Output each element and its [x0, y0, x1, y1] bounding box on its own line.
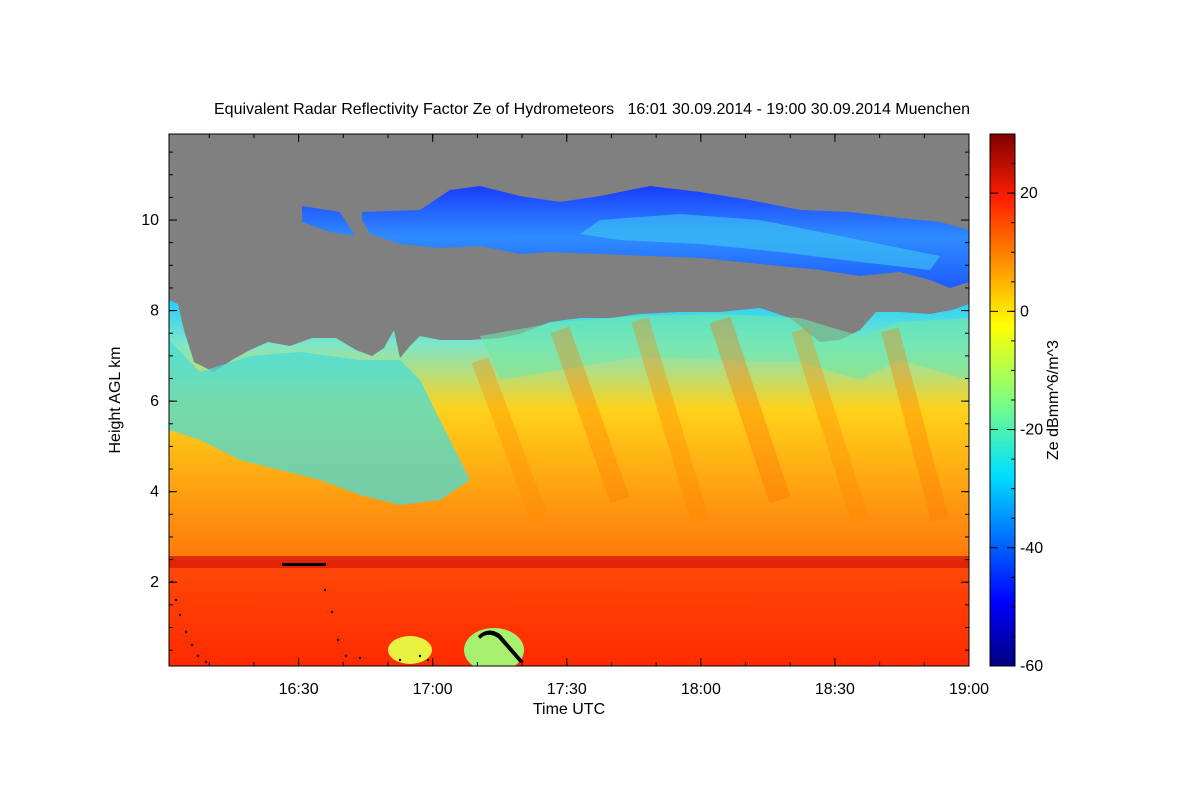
y-tick-label: 10: [141, 212, 159, 229]
colorbar-tick-label: 20: [1020, 185, 1038, 202]
melting-layer-band: [169, 556, 969, 568]
low-level-echo: [169, 560, 969, 666]
x-tick-label: 18:30: [815, 681, 855, 698]
colorbar-tick-label: -40: [1020, 540, 1043, 557]
colorbar-tick-label: -20: [1020, 422, 1043, 439]
cirrus-core: [580, 214, 940, 270]
x-tick-label: 16:30: [279, 681, 319, 698]
mid-level-echo: [169, 340, 470, 505]
plot-frame: [168, 133, 970, 667]
plot-area: [169, 134, 969, 666]
y-tick-label: 4: [150, 484, 159, 501]
colorbar-tick-label: 0: [1020, 303, 1029, 320]
weak-surface-echo-2: [388, 636, 432, 664]
clutter-points: [170, 563, 524, 664]
y-tick-label: 8: [150, 303, 159, 320]
colorbar-ticks: 20 0 -20 -40 -60: [990, 133, 1043, 675]
colorbar-label: Ze dBmm^6/m^3: [1045, 340, 1062, 460]
chart-title: Equivalent Radar Reflectivity Factor Ze …: [214, 101, 970, 118]
x-tick-label: 17:00: [413, 681, 453, 698]
colorbar-tick-label: -60: [1020, 658, 1043, 675]
y-axis-label: Height AGL km: [107, 346, 124, 453]
x-tick-label: 18:00: [681, 681, 721, 698]
mid-level-echo-2: [480, 314, 969, 380]
axes: 16:30 17:00 17:30 18:00 18:30 19:00 2 4 6 8 10: [141, 134, 989, 698]
y-tick-label: 2: [150, 574, 159, 591]
y-tick-label: 6: [150, 393, 159, 410]
x-tick-label: 17:30: [547, 681, 587, 698]
fall-streaks: [471, 316, 949, 524]
x-tick-label: 19:00: [949, 681, 989, 698]
colorbar: [989, 133, 1016, 667]
x-axis-label: Time UTC: [533, 701, 605, 718]
